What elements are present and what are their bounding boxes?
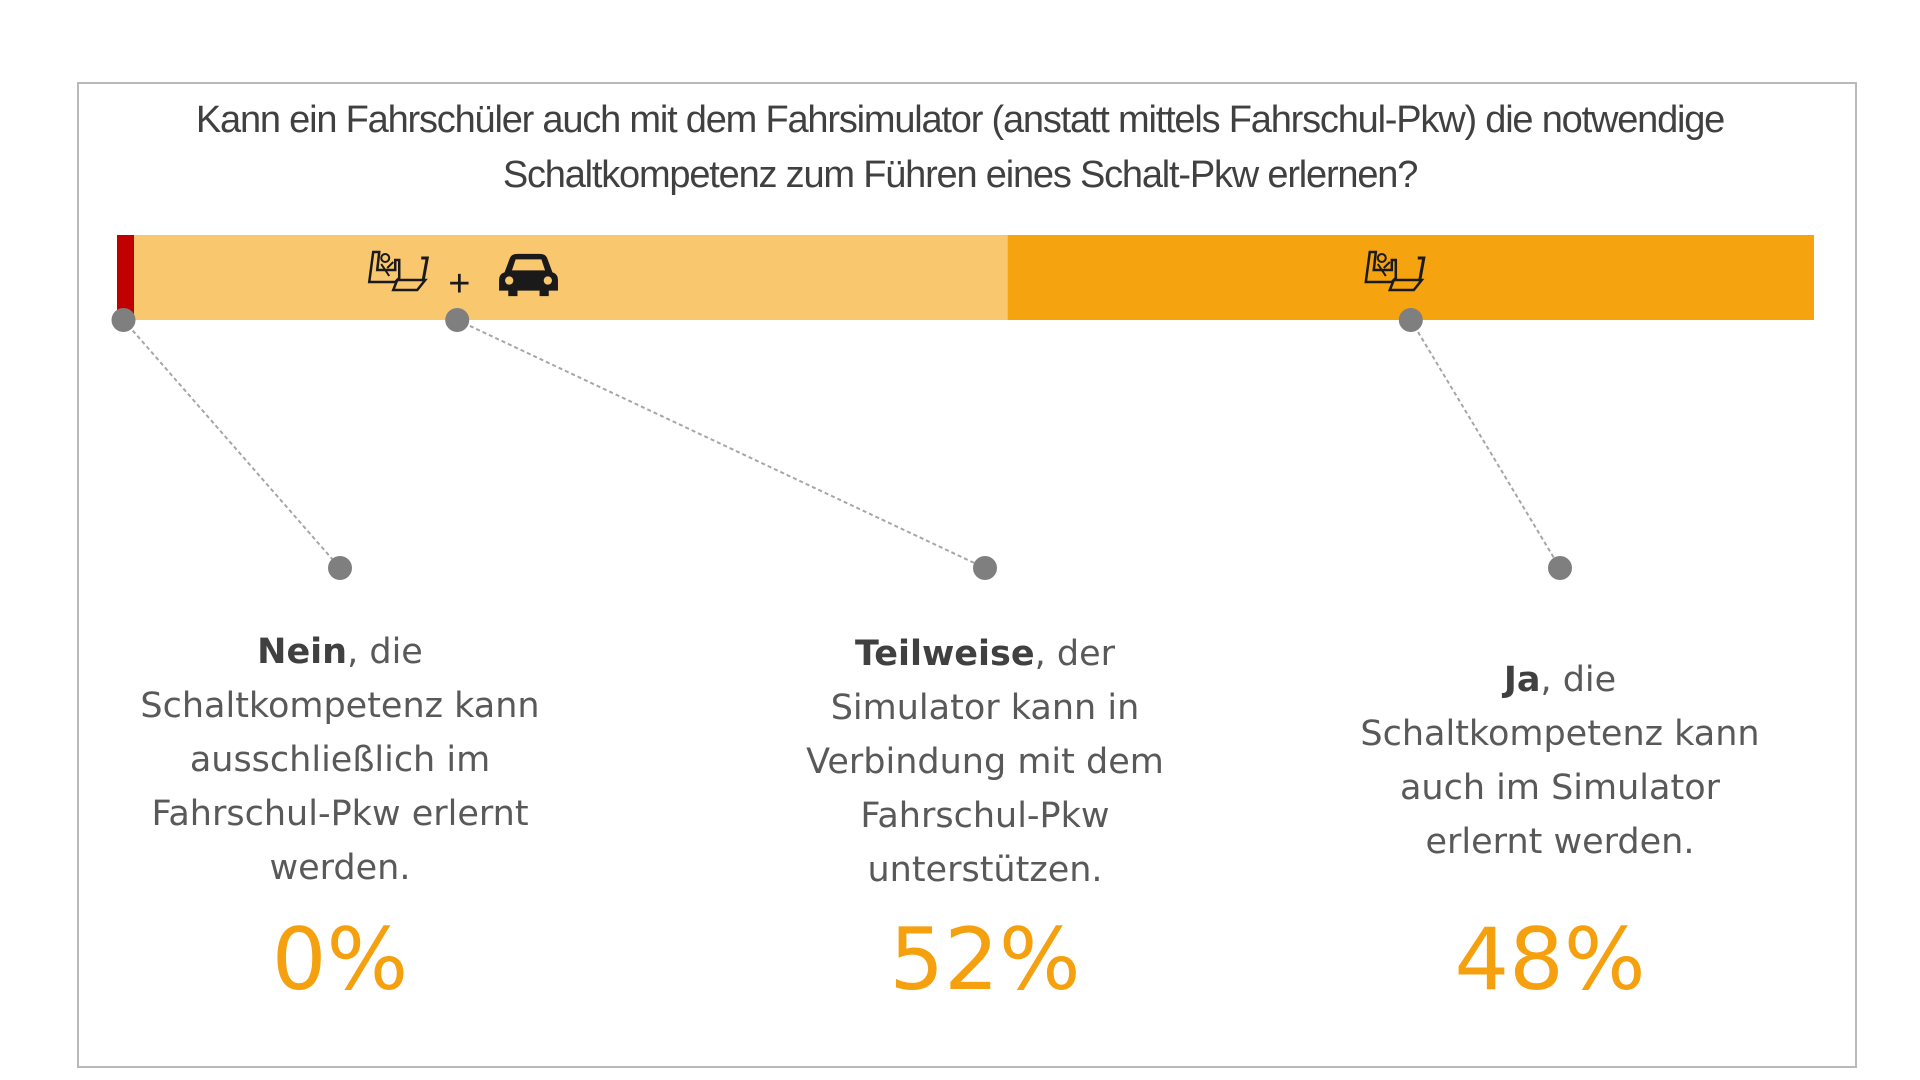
bar-segment-teilweise bbox=[134, 235, 1008, 320]
connector-dot-ja-bar bbox=[1398, 308, 1423, 332]
label-teilweise-first-rest: , der bbox=[1034, 634, 1115, 674]
bar-layer bbox=[117, 235, 1814, 320]
connector-dot-nein-label bbox=[328, 556, 352, 580]
label-nein-line-3: ausschließlich im bbox=[189, 740, 491, 780]
percent-label-ja: 48% bbox=[1454, 910, 1646, 1010]
label-nein: Nein, die Schaltkompetenz kann ausschlie… bbox=[110, 625, 570, 895]
connector-line-ja bbox=[1409, 319, 1561, 569]
label-ja-first-rest: , die bbox=[1540, 660, 1617, 700]
label-teilweise-line-1: Teilweise, der bbox=[755, 627, 1215, 681]
label-nein-line-2: Schaltkompetenz kann bbox=[140, 686, 540, 726]
connector-dot-ja-label bbox=[1548, 556, 1572, 580]
chart-frame bbox=[77, 82, 1857, 1068]
chart-title: Kann ein Fahrschüler auch mit dem Fahrsi… bbox=[100, 93, 1820, 203]
label-ja-line-4: erlernt werden. bbox=[1425, 822, 1695, 862]
label-ja-keyword: Ja bbox=[1503, 660, 1541, 700]
driving-seat-icon bbox=[1364, 250, 1426, 292]
label-ja-line-1: Ja, die bbox=[1330, 653, 1790, 707]
label-nein-line-4: Fahrschul-Pkw erlernt bbox=[151, 794, 529, 834]
connector-dot-nein-bar bbox=[111, 308, 136, 332]
connector-dot-teilweise-label bbox=[973, 556, 997, 580]
bar-segment-ja bbox=[1007, 235, 1814, 320]
label-teilweise-line-5: unterstützen. bbox=[867, 850, 1103, 890]
icon-layer: + bbox=[367, 250, 1426, 305]
label-teilweise: Teilweise, der Simulator kann in Verbind… bbox=[755, 627, 1215, 897]
label-ja: Ja, die Schaltkompetenz kann auch im Sim… bbox=[1330, 653, 1790, 869]
label-teilweise-line-3: Verbindung mit dem bbox=[806, 742, 1164, 782]
chart-title-line-1: Kann ein Fahrschüler auch mit dem Fahrsi… bbox=[195, 99, 1725, 141]
connector-layer bbox=[111, 308, 1572, 580]
connector-line-teilweise bbox=[456, 319, 986, 569]
label-teilweise-line-4: Fahrschul-Pkw bbox=[860, 796, 1110, 836]
percent-label-nein: 0% bbox=[271, 910, 409, 1010]
label-ja-line-2: Schaltkompetenz kann bbox=[1360, 714, 1760, 754]
car-icon bbox=[499, 253, 558, 297]
label-teilweise-keyword: Teilweise bbox=[855, 634, 1035, 674]
chart-title-line-2: Schaltkompetenz zum Führen eines Schalt-… bbox=[502, 154, 1419, 196]
connector-line-nein bbox=[122, 319, 341, 569]
label-ja-line-3: auch im Simulator bbox=[1399, 768, 1721, 808]
label-nein-keyword: Nein bbox=[257, 632, 348, 672]
label-nein-first-rest: , die bbox=[347, 632, 423, 672]
bar-segment-nein bbox=[117, 235, 134, 320]
percent-label-teilweise: 52% bbox=[889, 910, 1081, 1010]
label-nein-line-1: Nein, die bbox=[110, 625, 570, 679]
label-nein-line-5: werden. bbox=[269, 848, 411, 888]
teilweise-icon-group: + bbox=[367, 250, 558, 305]
driving-seat-icon bbox=[367, 250, 430, 292]
connector-dot-teilweise-bar bbox=[445, 308, 470, 332]
label-teilweise-line-2: Simulator kann in bbox=[830, 688, 1140, 728]
plus-sign: + bbox=[448, 263, 470, 305]
